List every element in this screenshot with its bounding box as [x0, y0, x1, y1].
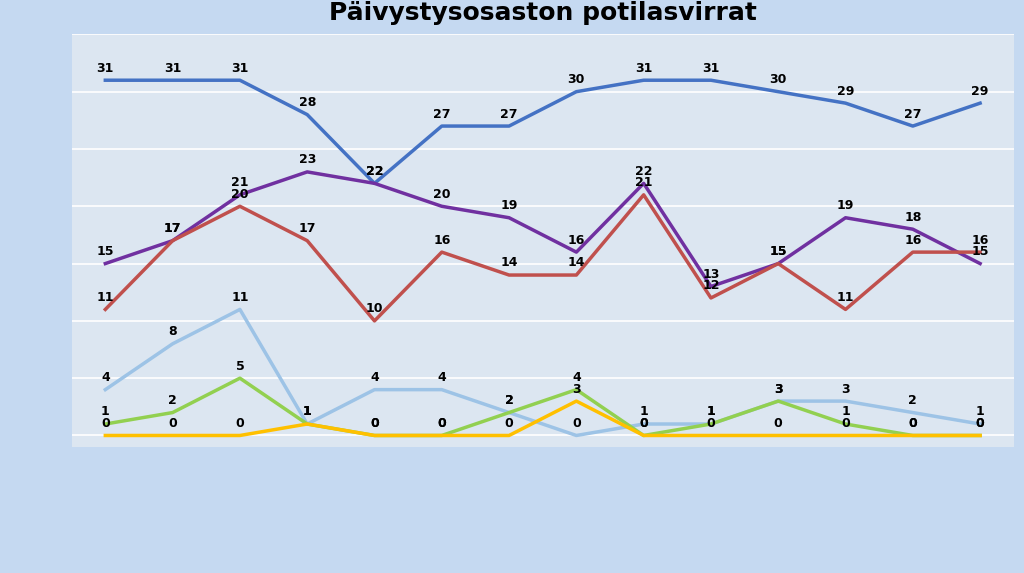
Text: 2: 2	[908, 394, 918, 407]
Text: 8: 8	[168, 325, 177, 338]
Text: 27: 27	[501, 108, 518, 120]
Text: 0: 0	[639, 417, 648, 430]
Text: 4: 4	[437, 371, 446, 384]
Text: 4: 4	[370, 371, 379, 384]
Text: 0: 0	[976, 417, 984, 430]
Text: 30: 30	[770, 73, 786, 86]
Text: 16: 16	[904, 234, 922, 246]
Text: 31: 31	[96, 62, 114, 74]
Text: 31: 31	[635, 62, 652, 74]
Text: 0: 0	[707, 417, 716, 430]
Text: 1: 1	[639, 406, 648, 418]
Text: 27: 27	[904, 108, 922, 120]
Text: 1: 1	[303, 406, 311, 418]
Text: 16: 16	[972, 234, 989, 246]
Text: 16: 16	[433, 234, 451, 246]
Text: 1: 1	[303, 406, 311, 418]
Text: 12: 12	[702, 280, 720, 292]
Text: 15: 15	[769, 245, 787, 258]
Text: 2: 2	[505, 394, 513, 407]
Text: 27: 27	[433, 108, 451, 120]
Text: 3: 3	[774, 383, 782, 395]
Text: 0: 0	[774, 417, 782, 430]
Text: 4: 4	[101, 371, 110, 384]
Title: Päivystysosaston potilasvirrat: Päivystysosaston potilasvirrat	[329, 2, 757, 25]
Text: 20: 20	[231, 188, 249, 201]
Text: 0: 0	[976, 417, 984, 430]
Text: 21: 21	[635, 176, 652, 189]
Text: 31: 31	[231, 62, 249, 74]
Text: 0: 0	[236, 417, 245, 430]
Text: 17: 17	[298, 222, 316, 235]
Text: 21: 21	[231, 176, 249, 189]
Text: 0: 0	[908, 417, 918, 430]
Text: 0: 0	[370, 417, 379, 430]
Text: 1: 1	[707, 406, 716, 418]
Text: 23: 23	[299, 154, 315, 166]
Text: 0: 0	[841, 417, 850, 430]
Text: 0: 0	[505, 417, 513, 430]
Text: 29: 29	[972, 85, 989, 97]
Text: 5: 5	[236, 360, 245, 372]
Text: 10: 10	[366, 303, 383, 315]
Text: 31: 31	[164, 62, 181, 74]
Text: 15: 15	[96, 245, 114, 258]
Text: 3: 3	[842, 383, 850, 395]
Text: 0: 0	[639, 417, 648, 430]
Text: 31: 31	[702, 62, 720, 74]
Text: 1: 1	[101, 406, 110, 418]
Text: 30: 30	[567, 73, 585, 86]
Text: 28: 28	[299, 96, 315, 109]
Text: 19: 19	[501, 199, 518, 212]
Text: 1: 1	[841, 406, 850, 418]
Text: 15: 15	[769, 245, 787, 258]
Text: 0: 0	[437, 417, 446, 430]
Text: 0: 0	[437, 417, 446, 430]
Text: 3: 3	[774, 383, 782, 395]
Text: 1: 1	[303, 406, 311, 418]
Text: 13: 13	[702, 268, 720, 281]
Text: 0: 0	[101, 417, 110, 430]
Text: 2: 2	[505, 394, 513, 407]
Text: 22: 22	[366, 165, 383, 178]
Text: 0: 0	[572, 417, 581, 430]
Text: 4: 4	[572, 371, 581, 384]
Text: 3: 3	[572, 383, 581, 395]
Text: 2: 2	[168, 394, 177, 407]
Text: 17: 17	[164, 222, 181, 235]
Text: 11: 11	[96, 291, 114, 304]
Text: 22: 22	[366, 165, 383, 178]
Text: 0: 0	[168, 417, 177, 430]
Text: 29: 29	[837, 85, 854, 97]
Text: 0: 0	[370, 417, 379, 430]
Text: 15: 15	[972, 245, 989, 258]
Text: 16: 16	[567, 234, 585, 246]
Text: 14: 14	[501, 257, 518, 269]
Text: 1: 1	[976, 406, 984, 418]
Text: 0: 0	[908, 417, 918, 430]
Text: 18: 18	[904, 211, 922, 223]
Text: 19: 19	[837, 199, 854, 212]
Text: 20: 20	[433, 188, 451, 201]
Text: 17: 17	[164, 222, 181, 235]
Text: 14: 14	[567, 257, 585, 269]
Text: 11: 11	[837, 291, 854, 304]
Text: 1: 1	[707, 406, 716, 418]
Text: 11: 11	[231, 291, 249, 304]
Text: 22: 22	[635, 165, 652, 178]
